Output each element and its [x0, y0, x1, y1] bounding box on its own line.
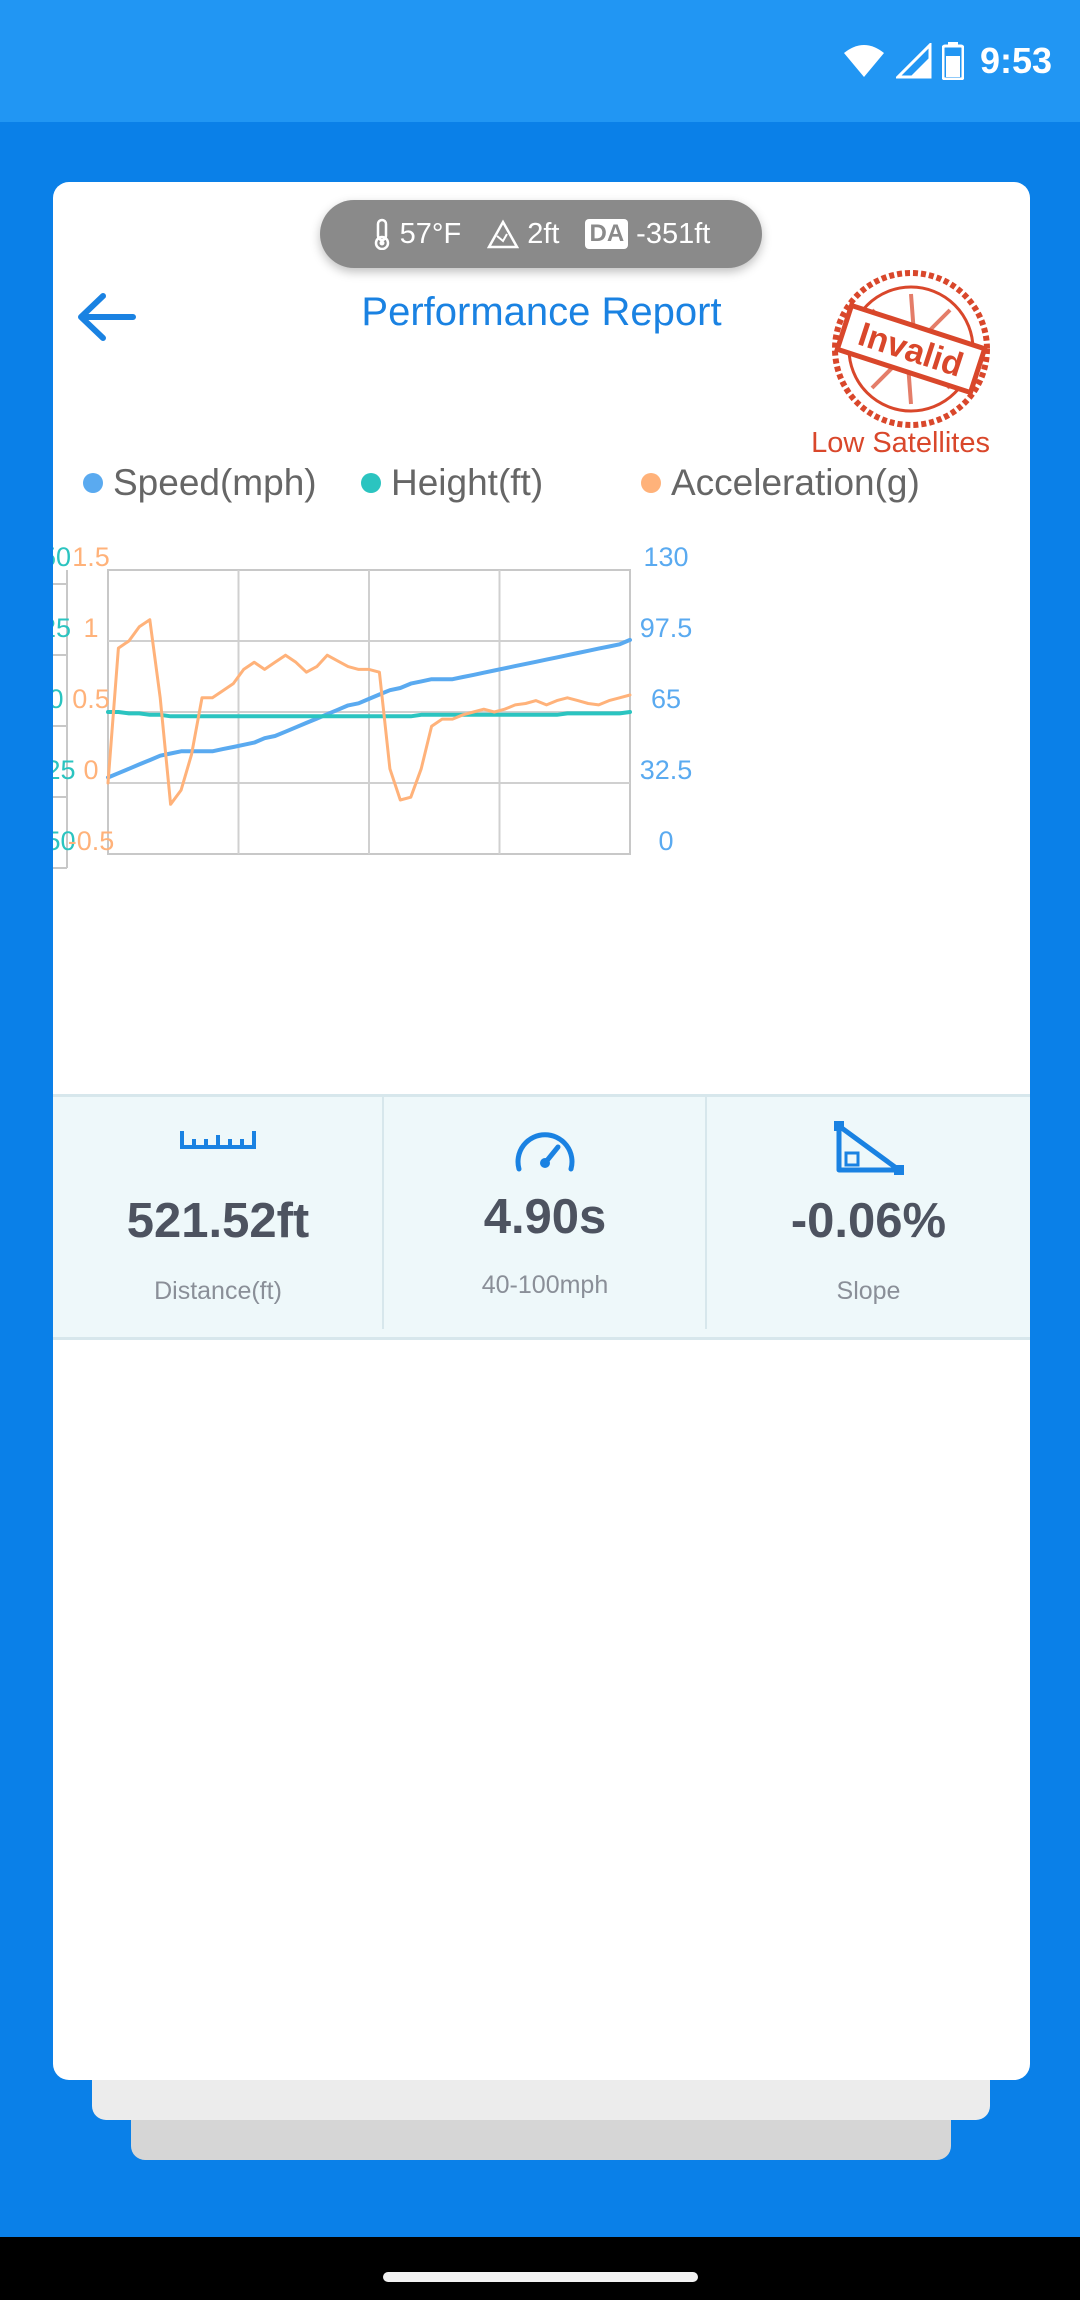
signal-icon — [895, 43, 932, 79]
distance-label: Distance(ft) — [154, 1277, 282, 1305]
acceleration-tick-label: 0 — [83, 755, 98, 785]
battery-icon — [941, 42, 964, 80]
status-time: 9:53 — [979, 40, 1052, 81]
time-stat: 4.90s 40-100mph — [384, 1097, 706, 1337]
legend-dot — [361, 473, 381, 493]
legend-label: Acceleration(g) — [671, 462, 920, 503]
back-arrow-icon[interactable] — [71, 282, 141, 352]
stamp-label: Low Satellites — [811, 427, 990, 459]
acceleration-tick-label: 0.5 — [72, 684, 110, 714]
density-altitude-value: -351ft — [636, 217, 711, 250]
navigation-bar — [0, 2237, 1080, 2300]
altitude-item: 2ft — [487, 218, 559, 251]
home-gesture-handle[interactable] — [383, 2272, 698, 2282]
distance-value: 521.52ft — [126, 1194, 310, 1248]
legend-acceleration: Acceleration(g) — [641, 462, 920, 504]
legend-dot — [83, 473, 103, 493]
acceleration-tick-label: 1 — [83, 613, 98, 643]
legend-dot — [641, 473, 661, 493]
ruler-icon — [180, 1131, 256, 1149]
page-title: Performance Report — [361, 290, 722, 334]
altitude-value: 2ft — [527, 217, 560, 250]
report-card: 57°F 2ft DA -351ft Performance Report In… — [53, 182, 1030, 2080]
density-altitude-item: DA -351ft — [585, 218, 710, 251]
legend-height: Height(ft) — [361, 462, 543, 504]
performance-chart: 50 25 0 -25 -50 1.5 1 0.5 0 -0.5 130 97.5 65 32.5 0 — [53, 542, 693, 869]
height-tick-label: 0 — [53, 684, 64, 714]
stats-panel: 521.52ft Distance(ft) 4.90s 40-100mph — [53, 1094, 1030, 1340]
temperature-value: 57°F — [399, 217, 462, 250]
thermometer-icon — [374, 218, 389, 250]
height-tick-label: -50 — [53, 826, 76, 856]
legend-label: Speed(mph) — [113, 462, 317, 503]
height-tick-label: -25 — [53, 755, 76, 785]
slope-value: -0.06% — [790, 1194, 947, 1248]
time-label: 40-100mph — [481, 1271, 609, 1299]
legend-speed: Speed(mph) — [83, 462, 317, 504]
stat-divider — [705, 1097, 707, 1329]
status-icons: 9:53 — [842, 36, 1052, 86]
wifi-icon — [843, 45, 884, 77]
slope-icon — [833, 1121, 904, 1175]
acceleration-tick-label: -0.5 — [68, 826, 115, 856]
time-value: 4.90s — [483, 1190, 607, 1244]
da-badge: DA — [585, 219, 629, 249]
mountain-icon — [487, 219, 520, 249]
acceleration-tick-label: 1.5 — [72, 542, 110, 572]
speed-tick-label: 97.5 — [640, 613, 693, 643]
distance-stat: 521.52ft Distance(ft) — [53, 1097, 383, 1337]
temperature-item: 57°F — [372, 217, 462, 251]
slope-stat: -0.06% Slope — [707, 1097, 1030, 1337]
chart-legend: Speed(mph) Height(ft) Acceleration(g) — [83, 462, 1023, 512]
speed-tick-label: 32.5 — [640, 755, 693, 785]
height-tick-label: 25 — [53, 613, 71, 643]
environment-pill: 57°F 2ft DA -351ft — [320, 200, 762, 268]
speedometer-icon — [515, 1132, 575, 1172]
speed-tick-label: 0 — [658, 826, 673, 856]
legend-label: Height(ft) — [391, 462, 544, 503]
stat-divider — [382, 1097, 384, 1329]
speed-series-line — [106, 637, 632, 780]
speed-tick-label: 130 — [643, 542, 688, 572]
height-tick-label: 50 — [53, 542, 71, 572]
invalid-stamp: Invalid — [832, 270, 990, 428]
status-bar: 9:53 — [0, 0, 1080, 122]
acceleration-series-line — [106, 618, 632, 806]
speed-tick-label: 65 — [651, 684, 681, 714]
slope-label: Slope — [836, 1277, 901, 1305]
height-series-line — [106, 710, 632, 719]
